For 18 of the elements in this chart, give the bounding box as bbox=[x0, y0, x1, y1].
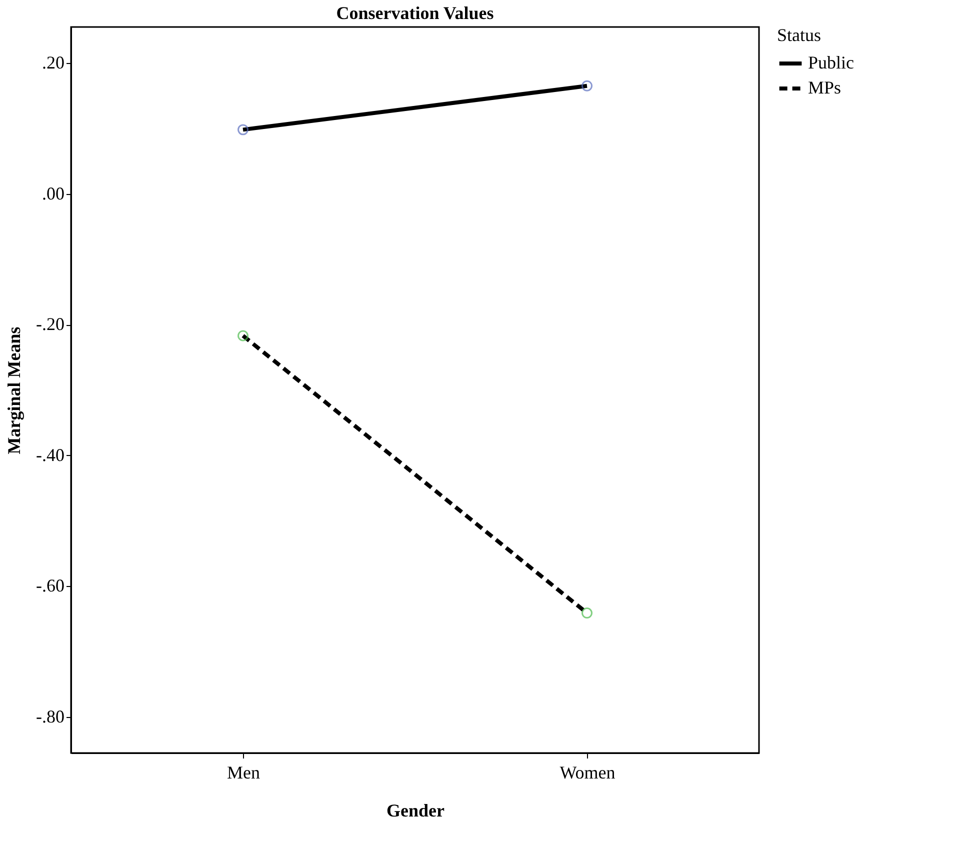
point bbox=[238, 330, 248, 342]
x-axis-title: Gender bbox=[386, 800, 444, 820]
y-tick-label: .20 bbox=[42, 52, 64, 72]
y-tick-label: .00 bbox=[42, 183, 64, 204]
point bbox=[238, 124, 248, 136]
y-axis-title: Marginal Means bbox=[4, 326, 24, 454]
y-tick-label: -.60 bbox=[36, 576, 64, 596]
legend-label: MPs bbox=[808, 78, 842, 98]
legend-label: Public bbox=[808, 52, 854, 72]
point bbox=[582, 608, 592, 619]
chart-title: Conservation Values bbox=[336, 3, 494, 23]
y-tick-label: -.80 bbox=[36, 706, 64, 727]
legend-title: Status bbox=[777, 25, 822, 45]
y-tick-label: -.40 bbox=[36, 444, 64, 465]
x-tick-label: Men bbox=[227, 762, 260, 782]
x-tick-label: Women bbox=[560, 762, 616, 782]
y-tick-label: -.20 bbox=[36, 314, 64, 334]
point bbox=[582, 80, 592, 92]
